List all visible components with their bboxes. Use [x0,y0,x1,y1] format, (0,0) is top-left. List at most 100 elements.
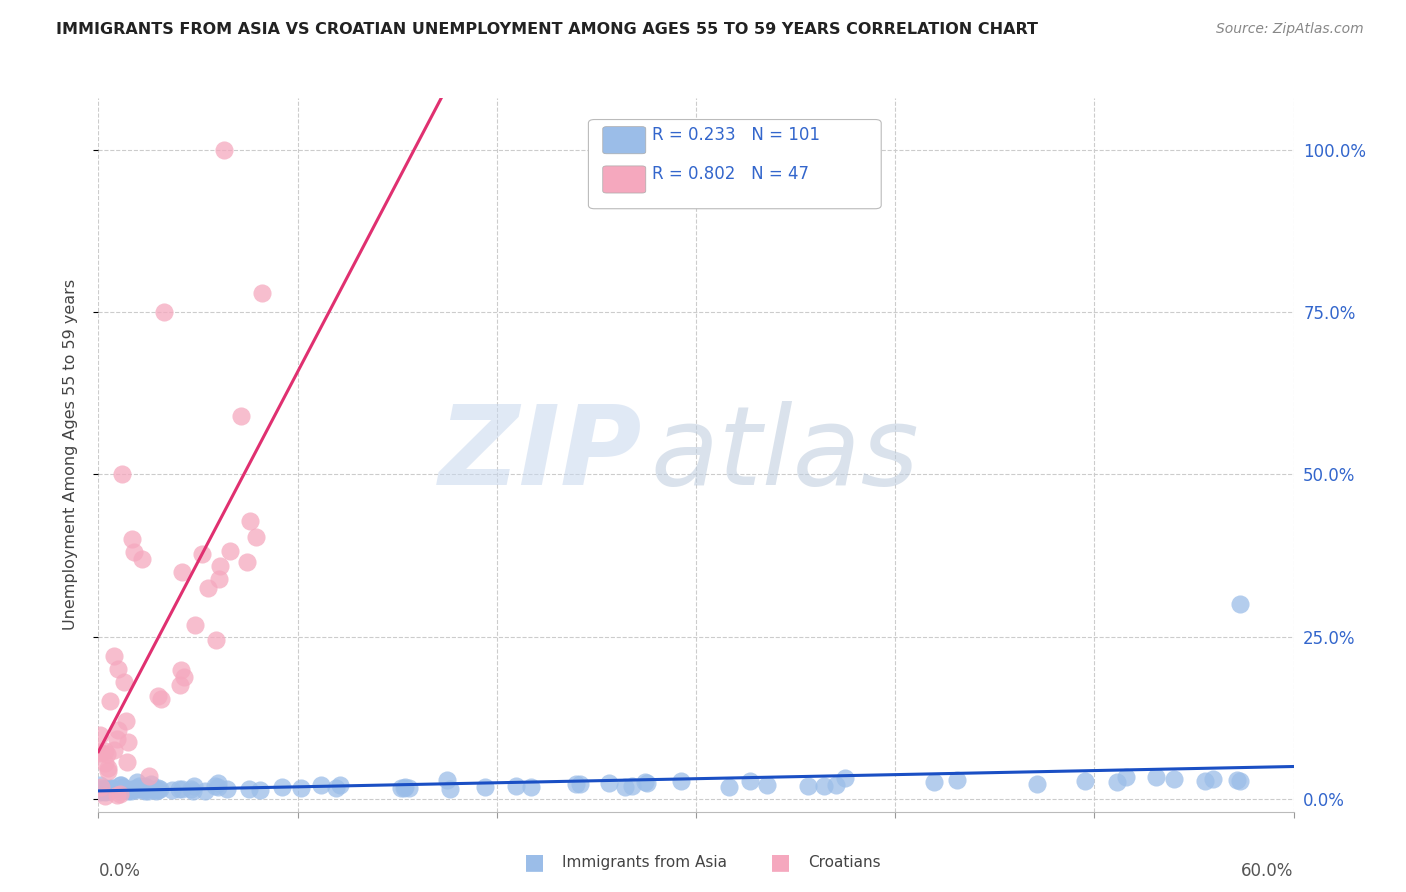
Point [125,774,148,789]
Point [107,723,129,737]
Point [797,780,820,794]
Point [114,781,136,796]
Point [290,780,312,795]
Point [1026,776,1049,790]
Point [111,780,134,795]
Point [94,743,117,757]
Point [505,779,527,793]
Point [311,778,333,792]
FancyBboxPatch shape [603,166,645,193]
Point [134,779,156,793]
Point [91,783,114,797]
Point [1105,775,1128,789]
Point [148,782,170,797]
Point [325,780,347,795]
Point [169,677,191,691]
Point [132,783,155,797]
Point [90,780,112,794]
Point [131,551,153,566]
Point [813,779,835,793]
Point [138,769,160,783]
Point [115,755,138,769]
Point [160,783,183,797]
Point [136,783,159,797]
Point [89,783,111,797]
Point [121,533,143,547]
Point [756,779,779,793]
Point [103,743,125,757]
Point [197,581,219,595]
Point [120,783,142,797]
Text: Immigrants from Asia: Immigrants from Asia [562,855,727,870]
Point [112,675,135,690]
Point [169,663,191,677]
Text: 60.0%: 60.0% [1241,862,1294,880]
Point [191,547,214,561]
Point [329,778,352,792]
Point [181,784,204,798]
Point [139,777,162,791]
Text: ZIP: ZIP [439,401,643,508]
Point [633,775,655,789]
Point [212,143,235,157]
Point [94,782,117,797]
Point [96,784,118,798]
Point [143,783,166,797]
Text: 0.0%: 0.0% [98,862,141,880]
FancyBboxPatch shape [588,120,882,209]
Point [89,728,111,742]
Point [208,559,231,574]
Point [105,732,128,747]
Point [124,545,146,559]
Point [115,714,138,728]
Point [134,780,156,795]
Point [91,781,114,796]
Point [98,784,121,798]
Point [128,780,150,794]
Point [89,782,111,797]
Point [93,789,115,803]
Point [1229,597,1251,611]
Point [117,735,139,749]
Point [249,783,271,797]
Point [101,780,124,795]
Text: atlas: atlas [651,401,920,508]
Text: ■: ■ [524,853,544,872]
Point [394,780,416,795]
Point [834,771,856,785]
Point [134,784,156,798]
Point [204,779,226,793]
Point [97,764,120,778]
Point [146,782,169,797]
Point [236,555,259,569]
Y-axis label: Unemployment Among Ages 55 to 59 years: Unemployment Among Ages 55 to 59 years [63,279,77,631]
Point [1144,770,1167,784]
Text: Croatians: Croatians [808,855,882,870]
Point [125,783,148,797]
Point [89,746,111,760]
Point [121,782,143,797]
Point [717,780,740,794]
Point [172,782,194,797]
Point [436,772,458,787]
Point [1202,772,1225,787]
Point [153,305,176,319]
Point [96,781,118,796]
Point [145,784,167,798]
Point [89,745,111,759]
Point [132,781,155,796]
Point [184,618,207,632]
Point [146,780,169,795]
Point [946,773,969,788]
Point [207,572,229,586]
Point [180,782,202,797]
Point [569,776,592,790]
Point [97,761,120,775]
Point [112,780,135,795]
Point [1194,773,1216,788]
Point [229,409,252,424]
Point [1115,770,1137,784]
Point [204,633,226,648]
Point [614,780,637,794]
Point [172,565,194,579]
